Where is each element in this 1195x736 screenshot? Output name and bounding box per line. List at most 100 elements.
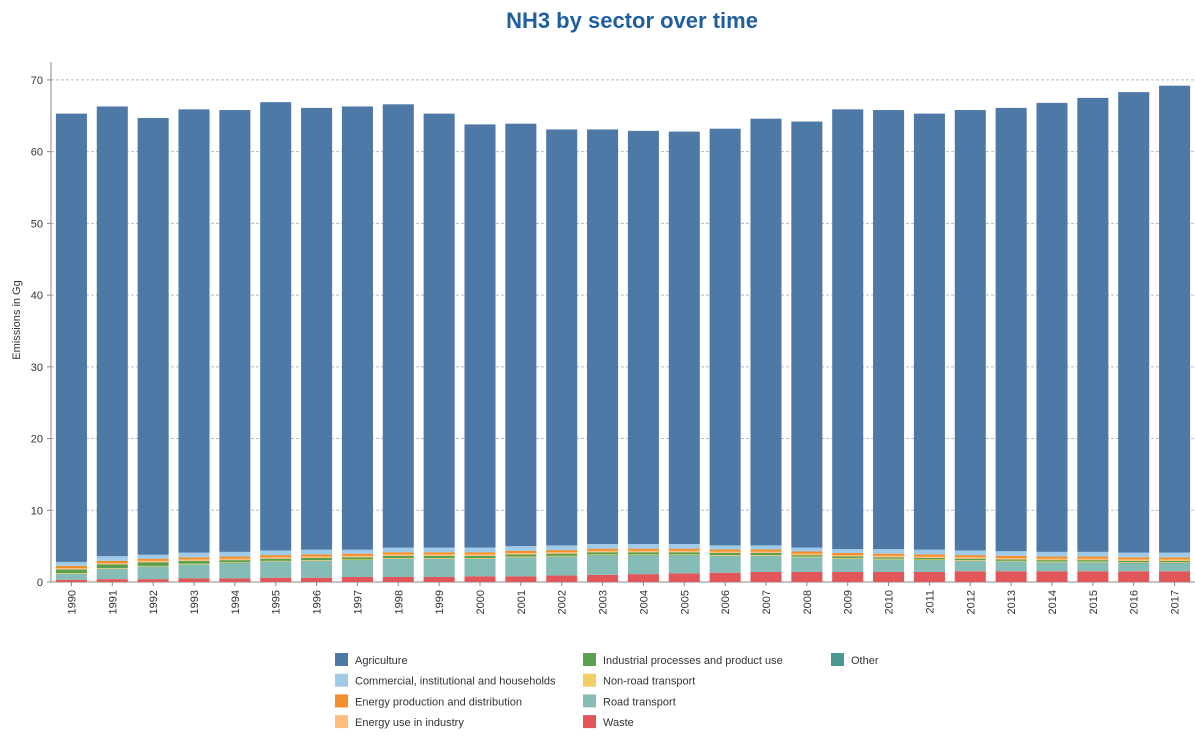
bar-segment xyxy=(424,554,455,555)
bar-segment xyxy=(546,129,577,545)
legend-label: Energy production and distribution xyxy=(355,696,522,708)
bar-segment xyxy=(1118,571,1149,582)
x-tick-label: 1993 xyxy=(189,590,201,614)
bar-segment xyxy=(178,561,209,564)
bar-segment xyxy=(1118,563,1149,571)
x-tick-label: 2011 xyxy=(924,590,936,614)
bar-segment xyxy=(97,563,128,564)
bar-segment xyxy=(914,557,945,558)
bar-segment xyxy=(424,548,455,553)
x-tick-label: 2007 xyxy=(761,590,773,614)
bar-segment xyxy=(710,545,741,549)
bar-segment xyxy=(138,566,169,567)
bar-segment xyxy=(750,556,781,572)
bar-segment xyxy=(955,110,986,550)
bar-segment xyxy=(587,129,618,544)
bar-segment xyxy=(464,558,495,559)
bar-segment xyxy=(301,108,332,550)
bar-segment xyxy=(1077,571,1108,582)
y-tick-label: 60 xyxy=(31,147,43,159)
bar-segment xyxy=(138,579,169,582)
x-tick-label: 1996 xyxy=(312,590,324,614)
bar-segment xyxy=(138,555,169,559)
bar-segment xyxy=(791,548,822,552)
bar-segment xyxy=(750,572,781,582)
bar-segment xyxy=(587,554,618,555)
bar-segment xyxy=(587,555,618,574)
bar-segment xyxy=(97,568,128,569)
bar-segment xyxy=(219,563,250,578)
x-tick-label: 2010 xyxy=(884,590,896,614)
legend-label: Non-road transport xyxy=(603,676,695,688)
bar-segment xyxy=(791,555,822,556)
bar-segment xyxy=(832,549,863,553)
bar-segment xyxy=(219,110,250,552)
bar-segment xyxy=(996,571,1027,582)
x-tick-label: 2014 xyxy=(1047,590,1059,614)
x-tick-label: 2006 xyxy=(720,590,732,614)
bar-segment xyxy=(97,106,128,556)
bar-segment xyxy=(996,556,1027,558)
bar-segment xyxy=(219,560,250,562)
bar-segment xyxy=(383,554,414,555)
bar-segment xyxy=(546,557,577,576)
bar-segment xyxy=(138,118,169,555)
bar-segment xyxy=(260,578,291,582)
bar-segment xyxy=(342,106,373,549)
bar-segment xyxy=(832,555,863,556)
y-tick-label: 20 xyxy=(31,434,43,446)
bar-segment xyxy=(1159,553,1190,558)
bar-segment xyxy=(669,552,700,554)
bar-segment xyxy=(424,556,455,558)
x-tick-label: 1997 xyxy=(352,590,364,614)
bar-segment xyxy=(97,556,128,561)
bar-segment xyxy=(873,549,904,554)
bar-segment xyxy=(219,552,250,557)
bar-segment xyxy=(383,558,414,559)
bar-segment xyxy=(873,572,904,582)
bar-segment xyxy=(505,546,536,551)
bar-segment xyxy=(1077,560,1108,561)
bar-segment xyxy=(873,559,904,560)
y-tick-label: 0 xyxy=(37,577,43,589)
bar-segment xyxy=(791,572,822,582)
bar-segment xyxy=(587,551,618,552)
x-tick-label: 2009 xyxy=(843,590,855,614)
bar-segment xyxy=(669,132,700,544)
bar-segment xyxy=(955,571,986,582)
bar-segment xyxy=(873,557,904,558)
legend-label: Waste xyxy=(603,717,634,729)
bar-segment xyxy=(914,558,945,559)
bar-segment xyxy=(138,559,169,561)
bar-segment xyxy=(260,102,291,550)
bar-segment xyxy=(505,124,536,546)
bar-segment xyxy=(424,577,455,582)
bar-segment xyxy=(832,553,863,555)
bar-segment xyxy=(1159,561,1190,562)
bar-segment xyxy=(832,559,863,572)
bar-segment xyxy=(383,552,414,554)
bar-segment xyxy=(832,572,863,582)
y-tick-label: 70 xyxy=(31,75,43,87)
bar-segment xyxy=(260,557,291,558)
bar-segment xyxy=(1077,552,1108,557)
legend-label: Other xyxy=(851,655,879,667)
bar-segment xyxy=(178,564,209,565)
bar-segment xyxy=(873,110,904,549)
bar-segment xyxy=(342,550,373,554)
bar-segment xyxy=(914,554,945,556)
bar-segment xyxy=(342,559,373,560)
bar-segment xyxy=(1118,92,1149,552)
bar-segment xyxy=(56,568,87,569)
bar-segment xyxy=(587,575,618,582)
bar-segment xyxy=(383,104,414,547)
bar-segment xyxy=(791,557,822,558)
bar-segment xyxy=(996,551,1027,556)
bar-segment xyxy=(832,557,863,558)
bar-segment xyxy=(546,576,577,582)
x-tick-label: 2015 xyxy=(1088,590,1100,614)
bar-segment xyxy=(56,566,87,568)
bar-segment xyxy=(628,555,659,574)
bar-segment xyxy=(791,558,822,572)
bar-segment xyxy=(628,544,659,549)
